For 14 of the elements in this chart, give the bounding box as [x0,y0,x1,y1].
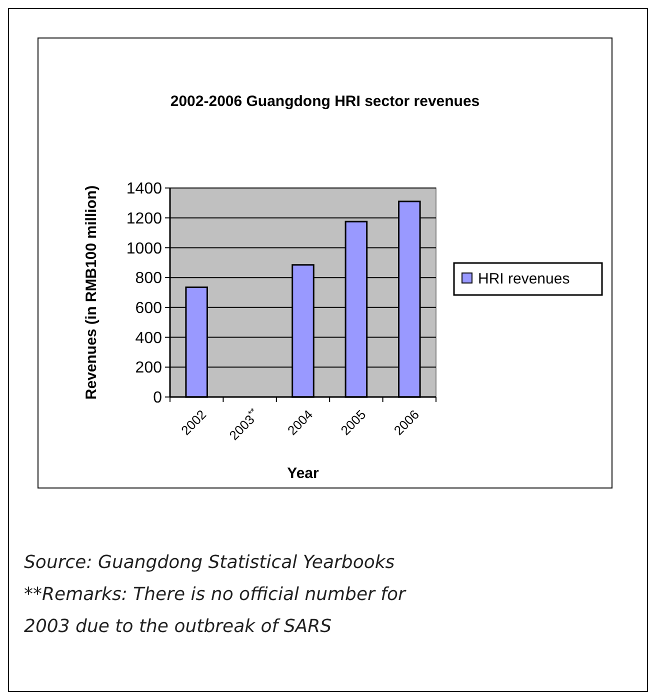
y-tick-label: 1000 [126,240,162,258]
x-axis-title: Year [287,465,320,482]
y-tick-label: 0 [153,390,162,407]
legend-label: HRI revenues [478,270,570,288]
y-axis-title: Revenues (in RMB100 million) [83,185,100,400]
y-tick-label: 400 [135,330,162,347]
text: **Remarks: There is no official number for 2003 due to the outbreak of SARS [24,584,408,637]
y-tick-label: 800 [135,270,162,288]
y-tick-label: 600 [135,300,162,318]
y-tick-label: 1200 [126,210,162,228]
chart-title: 2002-2006 Guangdong HRI sector revenues [170,93,480,110]
y-tick-label: 1400 [126,180,162,198]
source-note: Source: Guangdong Statistical Yearbooks [24,552,395,573]
y-tick-label: 200 [135,360,162,377]
